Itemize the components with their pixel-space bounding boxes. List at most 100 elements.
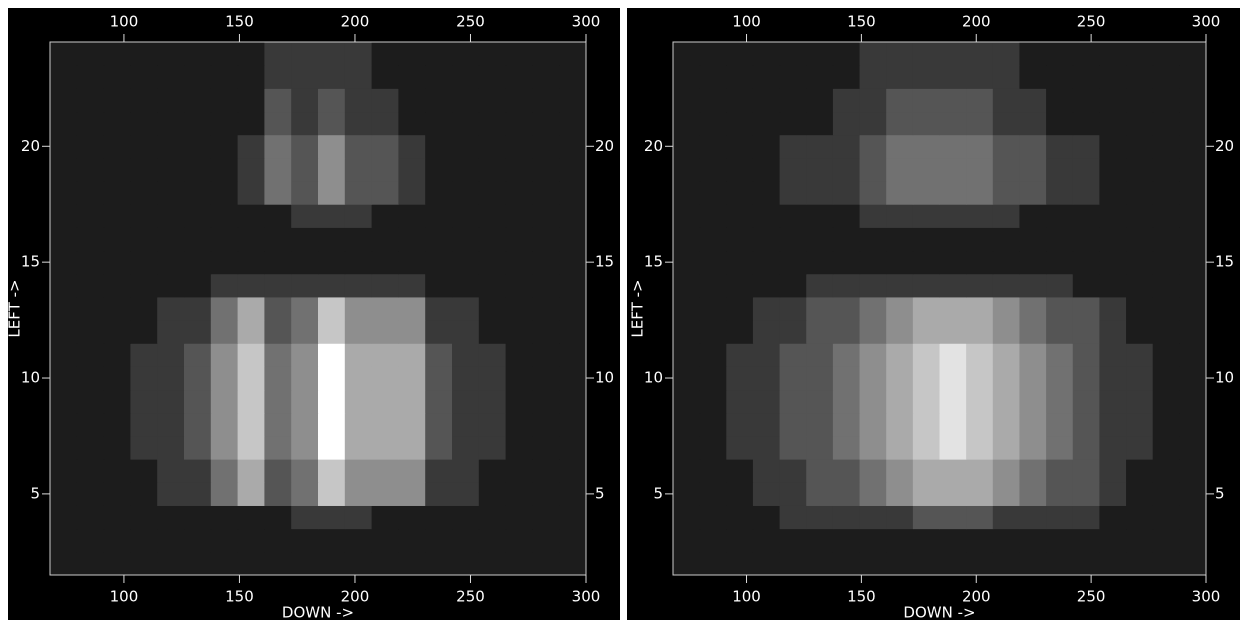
- heatmap-cell: [237, 65, 265, 89]
- y-axis-label: LEFT ->: [6, 279, 24, 337]
- heatmap-cell: [478, 505, 507, 530]
- heatmap-cell: [1179, 65, 1207, 89]
- heatmap-cell: [1019, 551, 1047, 576]
- heatmap-cell: [291, 250, 319, 275]
- heatmap-cell: [699, 250, 727, 275]
- heatmap-cell: [371, 273, 399, 298]
- heatmap-cell: [779, 181, 807, 205]
- heatmap-cell: [130, 157, 158, 182]
- heatmap-cell: [806, 227, 834, 252]
- heatmap-cell: [886, 459, 914, 483]
- heatmap-cell: [886, 551, 914, 576]
- heatmap-cell: [559, 482, 587, 506]
- heatmap-cell: [532, 204, 560, 228]
- heatmap-cell: [806, 366, 834, 391]
- heatmap-cell: [103, 551, 131, 576]
- heatmap-cell: [344, 65, 373, 89]
- heatmap-cell: [673, 134, 701, 159]
- heatmap-cell: [130, 551, 158, 576]
- heatmap-cell: [184, 551, 212, 576]
- heatmap-cell: [50, 389, 78, 414]
- heatmap-cell: [1126, 134, 1154, 159]
- heatmap-cell: [1152, 88, 1180, 113]
- heatmap-cell: [1152, 551, 1180, 576]
- heatmap-cell: [779, 204, 807, 228]
- heatmap-cell: [210, 528, 239, 553]
- heatmap-cell: [50, 42, 78, 66]
- heatmap-cell: [699, 435, 727, 460]
- heatmap-cell: [210, 181, 239, 205]
- heatmap-cell: [966, 528, 994, 553]
- heatmap-cell: [1099, 435, 1127, 460]
- heatmap-cell: [912, 111, 940, 136]
- heatmap-cell: [992, 273, 1020, 298]
- heatmap-cell: [344, 343, 373, 367]
- heatmap-cell: [505, 250, 533, 275]
- heatmap-cell: [237, 273, 265, 298]
- heatmap-cell: [559, 412, 587, 437]
- heatmap-cell: [318, 551, 346, 576]
- heatmap-cell: [157, 250, 185, 275]
- heatmap-cell: [992, 296, 1020, 321]
- heatmap-cell: [130, 320, 158, 344]
- heatmap-cell: [699, 366, 727, 391]
- heatmap-cell: [859, 435, 887, 460]
- heatmap-cell: [264, 343, 292, 367]
- heatmap-cell: [344, 412, 373, 437]
- heatmap-cell: [76, 366, 105, 391]
- heatmap-cell: [1152, 250, 1180, 275]
- heatmap-cell: [832, 227, 861, 252]
- heatmap-cell: [425, 528, 453, 553]
- heatmap-cell: [210, 273, 239, 298]
- heatmap-cell: [130, 412, 158, 437]
- heatmap-cell: [886, 88, 914, 113]
- heatmap-cell: [912, 366, 940, 391]
- heatmap-cell: [344, 111, 373, 136]
- heatmap-cell: [1099, 204, 1127, 228]
- heatmap-cell: [1099, 528, 1127, 553]
- heatmap-cell: [184, 134, 212, 159]
- heatmap-cell: [806, 157, 834, 182]
- heatmap-cell: [912, 505, 940, 530]
- heatmap-cell: [726, 551, 754, 576]
- heatmap-cell: [699, 134, 727, 159]
- heatmap-cell: [673, 181, 701, 205]
- heatmap-cell: [699, 505, 727, 530]
- heatmap-cell: [103, 42, 131, 66]
- heatmap-cell: [1046, 505, 1074, 530]
- heatmap-cell: [237, 343, 265, 367]
- heatmap-cell: [130, 366, 158, 391]
- heatmap-cell: [210, 42, 239, 66]
- heatmap-cell: [505, 412, 533, 437]
- heatmap-cell: [966, 412, 994, 437]
- heatmap-cell: [859, 157, 887, 182]
- heatmap-cell: [673, 389, 701, 414]
- heatmap-cell: [939, 65, 967, 89]
- heatmap-cell: [726, 459, 754, 483]
- heatmap-cell: [1019, 435, 1047, 460]
- heatmap-cell: [50, 343, 78, 367]
- heatmap-cell: [726, 273, 754, 298]
- heatmap-cell: [752, 88, 781, 113]
- heatmap-cell: [130, 459, 158, 483]
- x-tick-label: 100: [110, 13, 139, 31]
- heatmap-cell: [1099, 296, 1127, 321]
- heatmap-cell: [1019, 296, 1047, 321]
- heatmap-cell: [832, 343, 861, 367]
- heatmap-cell: [559, 528, 587, 553]
- heatmap-cell: [157, 459, 185, 483]
- heatmap-cell: [832, 551, 861, 576]
- x-tick-label: 150: [847, 13, 876, 31]
- heatmap-cell: [673, 250, 701, 275]
- heatmap-cell: [371, 366, 399, 391]
- heatmap-cell: [157, 551, 185, 576]
- heatmap-cell: [1072, 389, 1100, 414]
- heatmap-cell: [673, 505, 701, 530]
- heatmap-cell: [210, 343, 239, 367]
- heatmap-cell: [966, 204, 994, 228]
- heatmap-cell: [1152, 412, 1180, 437]
- y-tick-label: 15: [644, 253, 663, 271]
- heatmap-cell: [992, 482, 1020, 506]
- heatmap-cell: [452, 157, 480, 182]
- heatmap-cell: [452, 250, 480, 275]
